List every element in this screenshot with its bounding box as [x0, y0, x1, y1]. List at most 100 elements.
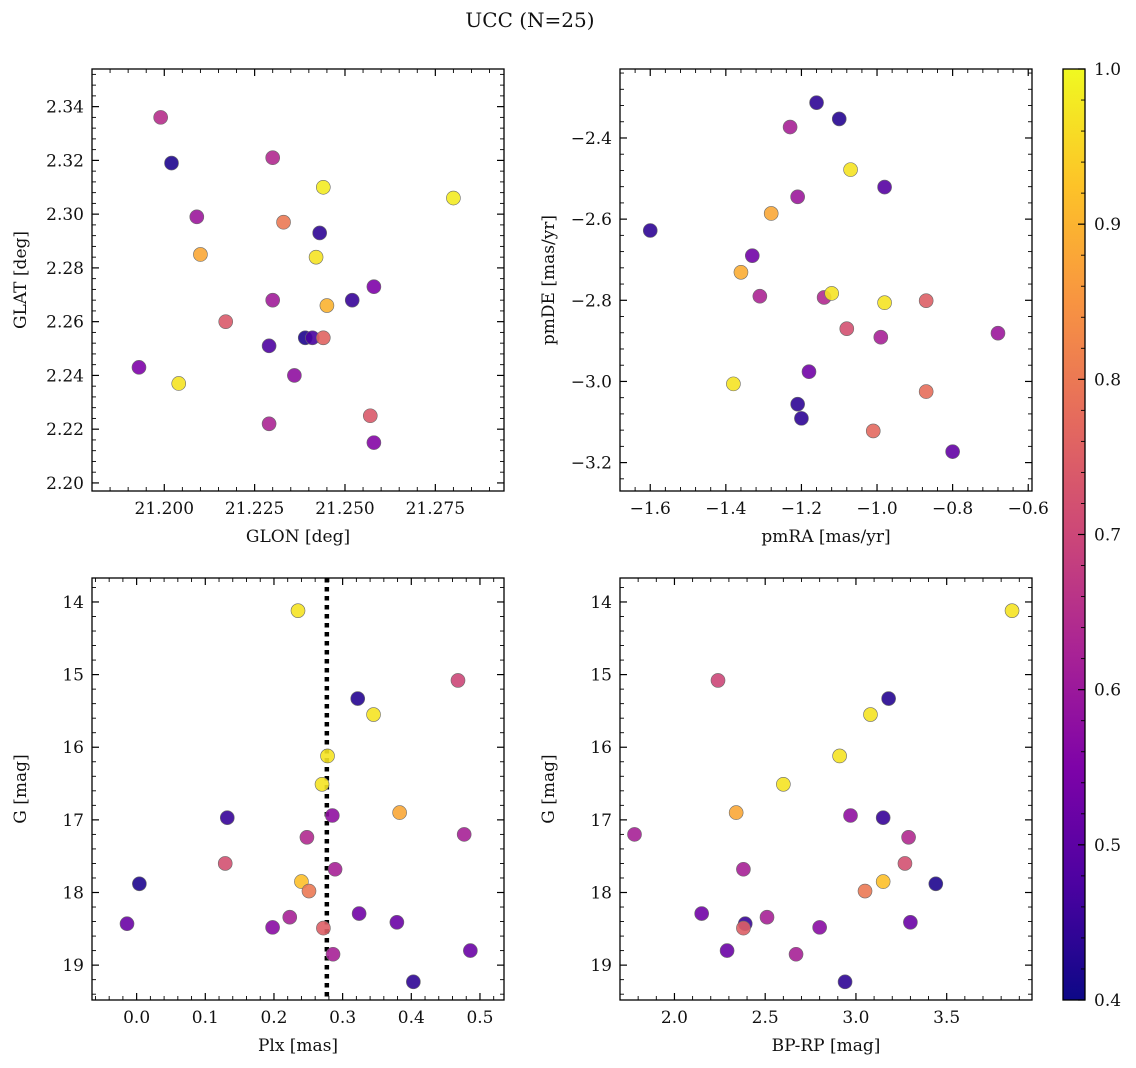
scatter-point	[824, 286, 839, 301]
y-tick-label: 14	[62, 593, 84, 613]
x-tick-label: 21.225	[225, 499, 284, 519]
y-tick-label: 17	[62, 811, 84, 831]
plot-frame	[91, 577, 505, 1001]
scatter-point	[627, 827, 642, 842]
scatter-point	[276, 214, 291, 230]
y-tick-label: −3.0	[571, 372, 612, 392]
scatter-point	[217, 856, 233, 871]
colorbar-gradient	[1063, 69, 1085, 1000]
figure-title: UCC (N=25)	[465, 8, 594, 32]
scatter-point	[990, 325, 1006, 341]
x-tick-label: −0.8	[932, 499, 973, 519]
scatter-point	[710, 673, 726, 688]
y-axis-label: G [mag]	[11, 754, 31, 823]
y-tick-label: 15	[590, 666, 612, 686]
panel-2: −1.6 −1.4 −1.2 −1.0 −0.8 −0.6 −3.2 −3.0 −2.8 −2.6…	[539, 68, 1049, 547]
scatter-point	[809, 95, 824, 110]
scatter-point	[831, 111, 847, 127]
scatter-point	[282, 909, 298, 925]
scatter-point	[315, 330, 331, 346]
scatter-point	[1004, 603, 1020, 618]
y-tick-label: 2.32	[46, 151, 84, 171]
scatter-point	[865, 423, 881, 439]
plot-frame	[619, 577, 1033, 1001]
scatter-point	[788, 946, 804, 962]
y-tick-label: −3.2	[571, 454, 612, 474]
scatter-point	[863, 707, 878, 722]
scatter-point	[463, 943, 478, 958]
scatter-point	[812, 920, 827, 935]
scatter-point	[901, 830, 916, 845]
scatter-point	[843, 162, 858, 177]
x-tick-label: 2.5	[752, 1008, 779, 1028]
scatter-point	[389, 914, 405, 930]
scatter-point	[325, 808, 340, 823]
scatter-point	[776, 776, 791, 792]
scatter-point	[351, 906, 367, 921]
scatter-point	[287, 368, 302, 383]
scatter-point	[131, 360, 147, 375]
x-tick-label: 21.275	[406, 499, 465, 519]
x-tick-label: 21.250	[315, 499, 374, 519]
y-tick-label: 2.30	[46, 205, 84, 225]
scatter-point	[406, 974, 421, 990]
x-tick-label: −1.6	[630, 499, 671, 519]
scatter-point	[308, 249, 324, 265]
plot-frame	[91, 68, 505, 492]
scatter-point	[736, 920, 751, 936]
scatter-point	[265, 150, 281, 166]
y-tick-label: 19	[62, 956, 84, 976]
colorbar-tick-label: 0.8	[1094, 370, 1121, 390]
scatter-point	[314, 776, 330, 792]
y-tick-label: 17	[590, 811, 612, 831]
scatter-point	[752, 288, 768, 304]
x-axis-label: Plx [mas]	[258, 1036, 338, 1056]
scatter-point	[299, 830, 315, 845]
x-tick-label: 3.5	[933, 1008, 960, 1028]
scatter-point	[366, 435, 382, 450]
scatter-point	[290, 603, 306, 618]
scatter-point	[918, 384, 934, 399]
colorbar: 0.4 0.5 0.6 0.7 0.8 0.9 1.0	[1062, 60, 1121, 1011]
scatter-point	[903, 914, 918, 930]
scatter-point	[312, 225, 327, 241]
scatter-point	[733, 264, 749, 280]
scatter-point	[265, 292, 281, 308]
scatter-point	[801, 364, 817, 380]
scatter-point	[164, 155, 179, 171]
scatter-point	[344, 292, 360, 308]
x-tick-label: −1.4	[705, 499, 746, 519]
scatter-point	[320, 748, 335, 764]
scatter-point	[171, 376, 187, 391]
scatter-point	[832, 748, 847, 764]
scatter-point	[193, 247, 208, 262]
scatter-point	[456, 827, 472, 842]
y-tick-label: 18	[590, 884, 612, 904]
scatter-point	[301, 883, 317, 899]
scatter-point	[325, 946, 341, 962]
scatter-point	[790, 396, 805, 412]
y-tick-label: 16	[590, 738, 612, 758]
scatter-point	[694, 906, 709, 921]
y-tick-label: −2.8	[571, 291, 612, 311]
y-tick-label: −2.4	[571, 129, 612, 149]
x-tick-label: 0.2	[260, 1008, 287, 1028]
scatter-point	[837, 974, 853, 990]
colorbar-tick-label: 0.4	[1094, 991, 1121, 1011]
scatter-point	[843, 808, 858, 823]
x-axis-label: BP-RP [mag]	[772, 1036, 881, 1056]
scatter-point	[316, 920, 331, 936]
plot-frame	[619, 68, 1033, 492]
scatter-point	[446, 190, 461, 206]
y-tick-label: 2.26	[46, 313, 84, 333]
scatter-point	[881, 691, 896, 706]
colorbar-tick-label: 0.6	[1094, 681, 1121, 701]
scatter-point	[763, 206, 779, 221]
y-axis-label: G [mag]	[539, 754, 559, 823]
y-axis-label: pmDE [mas/yr]	[539, 215, 559, 345]
x-axis-label: GLON [deg]	[246, 527, 350, 547]
scatter-point	[327, 861, 343, 877]
x-tick-label: 0.4	[398, 1008, 425, 1028]
scatter-point	[261, 338, 277, 354]
